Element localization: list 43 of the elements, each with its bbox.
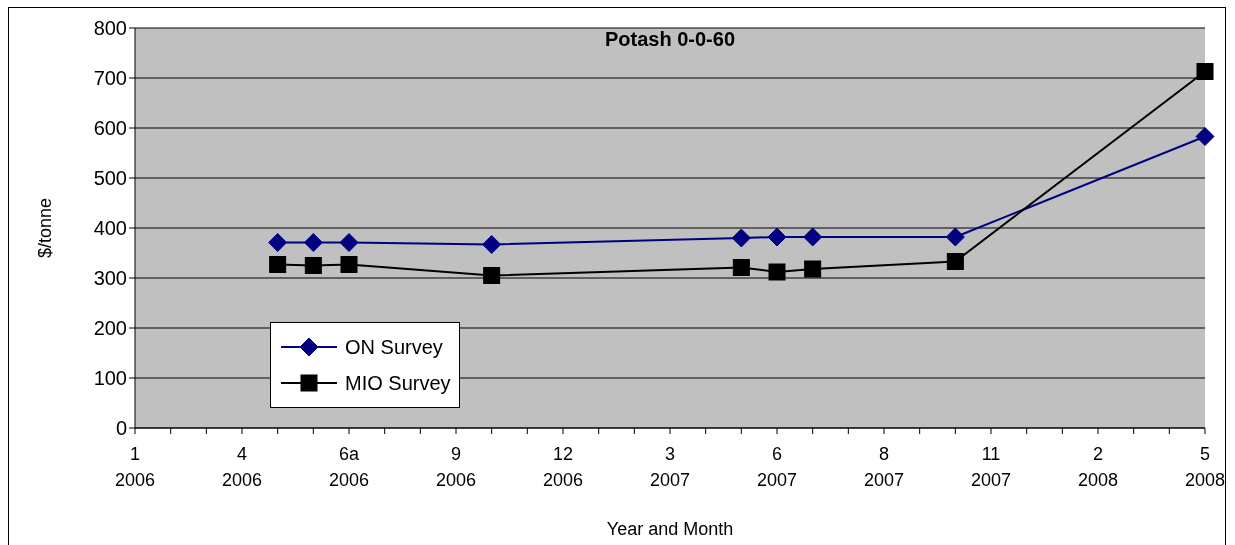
point <box>1196 63 1214 80</box>
y-tick-label: 500 <box>93 167 127 190</box>
point <box>804 260 822 278</box>
x-tick-label: 1 2006 <box>114 444 156 490</box>
x-tick-label: 6a 2006 <box>328 444 370 490</box>
y-tick-label: 400 <box>93 217 127 240</box>
point <box>268 233 288 252</box>
point <box>482 235 502 254</box>
y-tick-label: 0 <box>115 417 127 440</box>
point <box>340 256 358 273</box>
point <box>768 263 786 281</box>
y-tick-label: 700 <box>93 67 127 90</box>
x-tick-label: 12 2006 <box>542 444 584 490</box>
x-tick-label: 4 2006 <box>221 444 263 490</box>
x-tick-label: 8 2007 <box>863 444 905 490</box>
point <box>731 228 751 248</box>
point <box>1195 127 1215 146</box>
x-tick-label: 5 2008 <box>1184 444 1226 490</box>
point <box>304 257 322 274</box>
x-axis-title: Year and Month <box>606 519 734 539</box>
point <box>946 253 964 270</box>
legend-label: ON Survey <box>345 335 443 359</box>
x-tick-label: 6 2007 <box>756 444 798 490</box>
y-axis-title: $/tonne <box>35 197 56 259</box>
x-tick-label: 9 2006 <box>435 444 477 490</box>
x-tick-label: 2 2008 <box>1077 444 1119 490</box>
y-tick-label: 200 <box>93 317 127 340</box>
y-tick-label: 100 <box>93 367 127 390</box>
point <box>269 256 287 273</box>
x-tick-label: 3 2007 <box>649 444 691 490</box>
point <box>767 227 787 247</box>
point <box>803 227 823 247</box>
chart-title: Potash 0-0-60 <box>603 28 737 51</box>
y-tick-label: 600 <box>93 117 127 140</box>
point <box>303 233 323 252</box>
point <box>945 227 965 247</box>
legend-label: MIO Survey <box>345 371 451 395</box>
point <box>483 267 501 284</box>
x-tick-label: 11 2007 <box>970 444 1012 490</box>
point <box>732 259 750 276</box>
y-tick-label: 300 <box>93 267 127 290</box>
point <box>339 233 359 252</box>
y-tick-label: 800 <box>93 17 127 40</box>
